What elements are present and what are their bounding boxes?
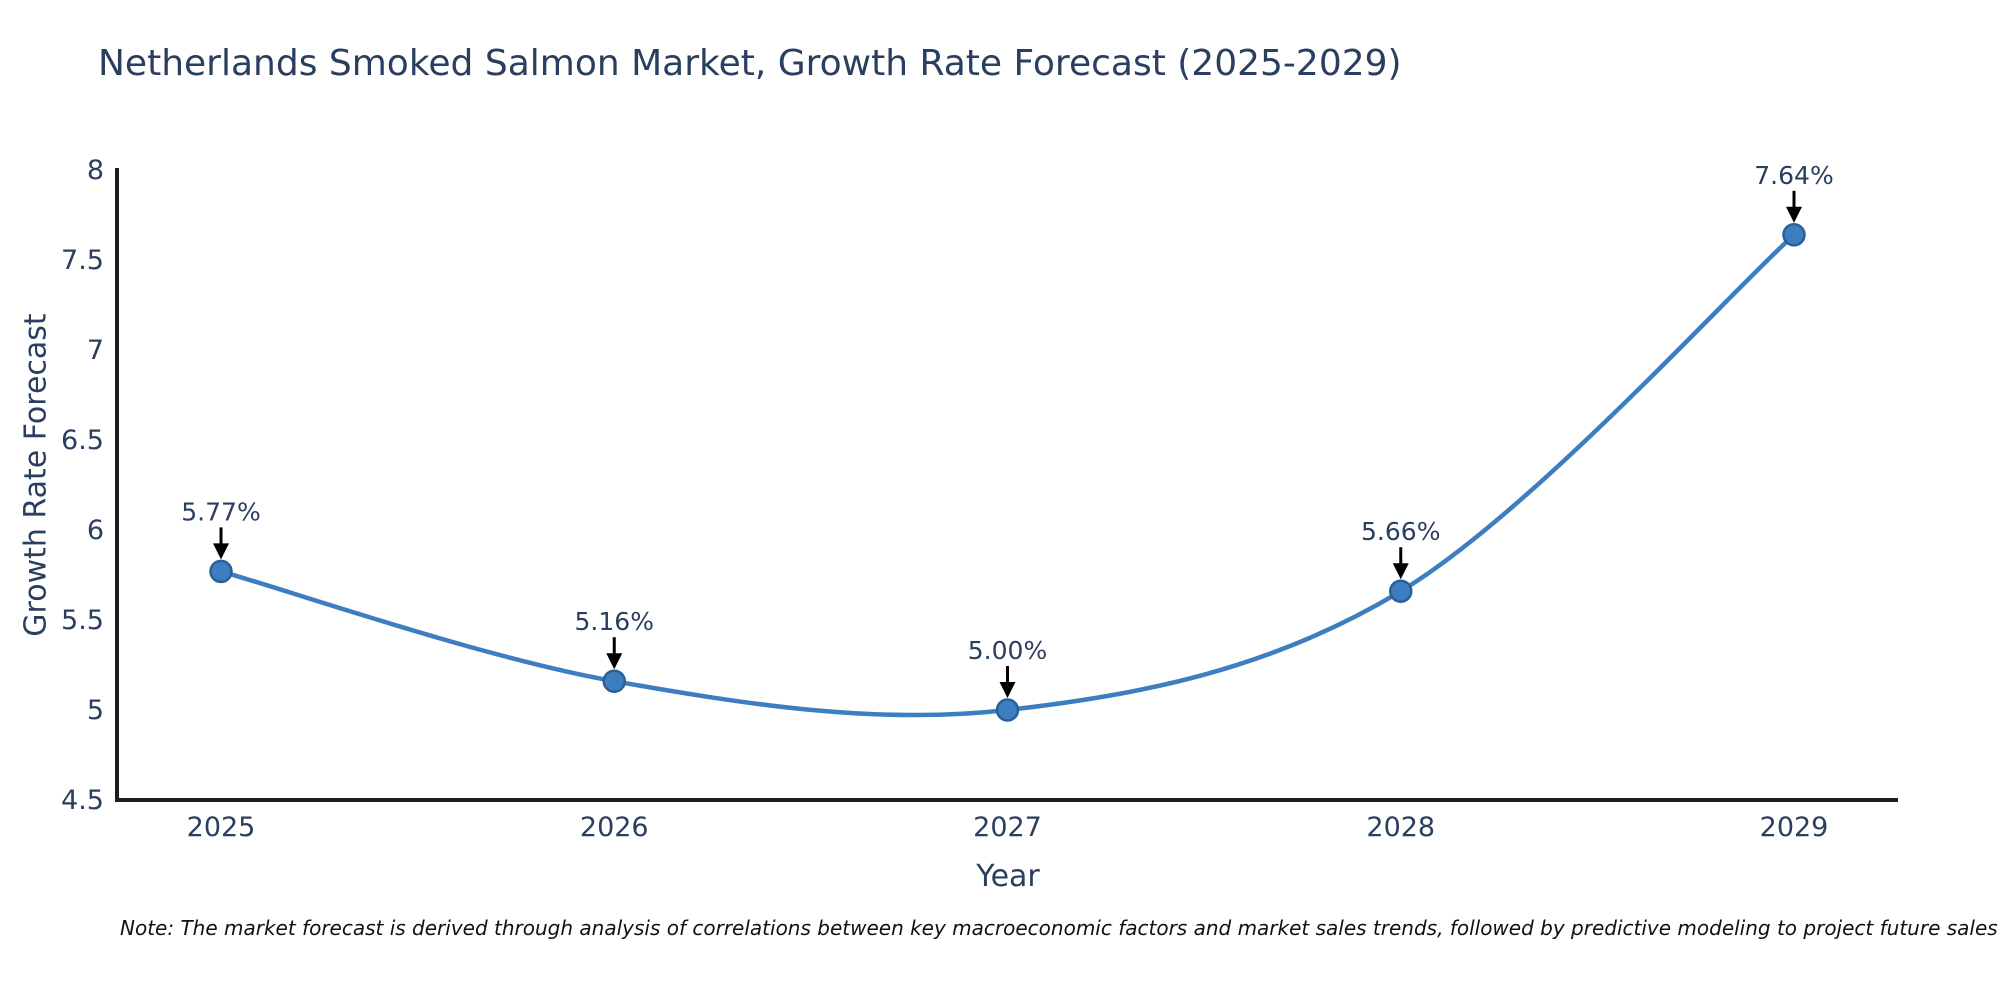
plot-area: 4.5 5 5.5 6 6.5 7 7.5 8 2025 2026 2027 2028 2029 5.77… xyxy=(61,155,1898,843)
y-tick-label: 7.5 xyxy=(61,245,104,276)
annotation-label: 7.64% xyxy=(1754,161,1833,190)
annotation-label: 5.00% xyxy=(968,636,1047,665)
y-tick-label: 7 xyxy=(87,335,104,366)
y-axis-title: Growth Rate Forecast xyxy=(19,313,54,637)
y-tick-label: 5 xyxy=(87,695,104,726)
y-tick-label: 4.5 xyxy=(61,785,104,816)
annotation-label: 5.66% xyxy=(1361,517,1440,546)
y-tick-label: 6 xyxy=(87,515,104,546)
data-point-marker xyxy=(1782,223,1806,247)
annotation-arrowhead xyxy=(999,682,1016,698)
annotation-arrowhead xyxy=(1392,563,1409,580)
annotation-label: 5.77% xyxy=(181,497,260,526)
x-tick-label: 2027 xyxy=(973,812,1042,843)
y-tick-label: 8 xyxy=(87,155,104,186)
annotation-arrowhead xyxy=(213,543,229,560)
x-tick-label: 2028 xyxy=(1366,812,1435,843)
y-tick-label: 6.5 xyxy=(61,425,104,456)
series-line xyxy=(220,233,1796,718)
chart-title: Netherlands Smoked Salmon Market, Growth… xyxy=(98,43,1402,84)
x-tick-label: 2025 xyxy=(187,812,256,843)
annotation-label: 5.16% xyxy=(575,607,654,636)
data-point-marker xyxy=(209,559,233,584)
annotation-arrowhead xyxy=(606,653,623,670)
annotation-arrowhead xyxy=(1786,206,1802,223)
data-point-marker xyxy=(995,698,1020,722)
x-axis-title: Year xyxy=(975,859,1040,894)
data-point-marker xyxy=(602,669,626,693)
x-tick-label: 2026 xyxy=(580,812,649,843)
footnote: Note: The market forecast is derived thr… xyxy=(120,916,1998,940)
x-tick-label: 2029 xyxy=(1760,812,1829,843)
data-point-marker xyxy=(1389,579,1413,603)
y-tick-label: 5.5 xyxy=(61,605,104,636)
